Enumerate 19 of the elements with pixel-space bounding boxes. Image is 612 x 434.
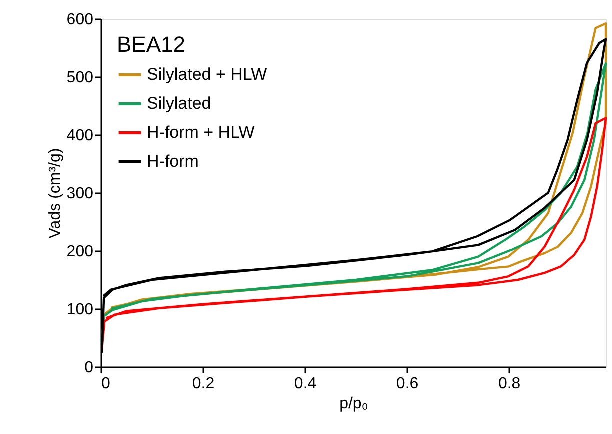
y-tick-label: 600	[66, 12, 94, 28]
y-tick-label: 300	[66, 186, 94, 202]
y-tick-label: 0	[84, 360, 94, 376]
x-axis-title: p/p₀	[340, 396, 368, 412]
legend-label: Silylated + HLW	[147, 65, 268, 84]
y-tick-label: 200	[66, 244, 94, 260]
x-tick-label: 0	[102, 376, 110, 392]
x-tick-label: 0.8	[498, 376, 521, 392]
y-axis-title: Vads (cm³/g)	[46, 148, 64, 239]
x-tick-label: 0.4	[294, 376, 317, 392]
y-tick-label: 500	[66, 70, 94, 86]
legend-label: Silylated	[147, 94, 212, 113]
legend-label: H-form	[147, 152, 199, 171]
y-tick-label: 400	[66, 128, 94, 144]
x-tick-label: 0.6	[396, 376, 419, 392]
legend-title: BEA12	[117, 32, 186, 57]
legend-label: H-form + HLW	[147, 123, 255, 142]
x-tick-label: 0.2	[192, 376, 215, 392]
y-tick-label: 100	[66, 302, 94, 318]
